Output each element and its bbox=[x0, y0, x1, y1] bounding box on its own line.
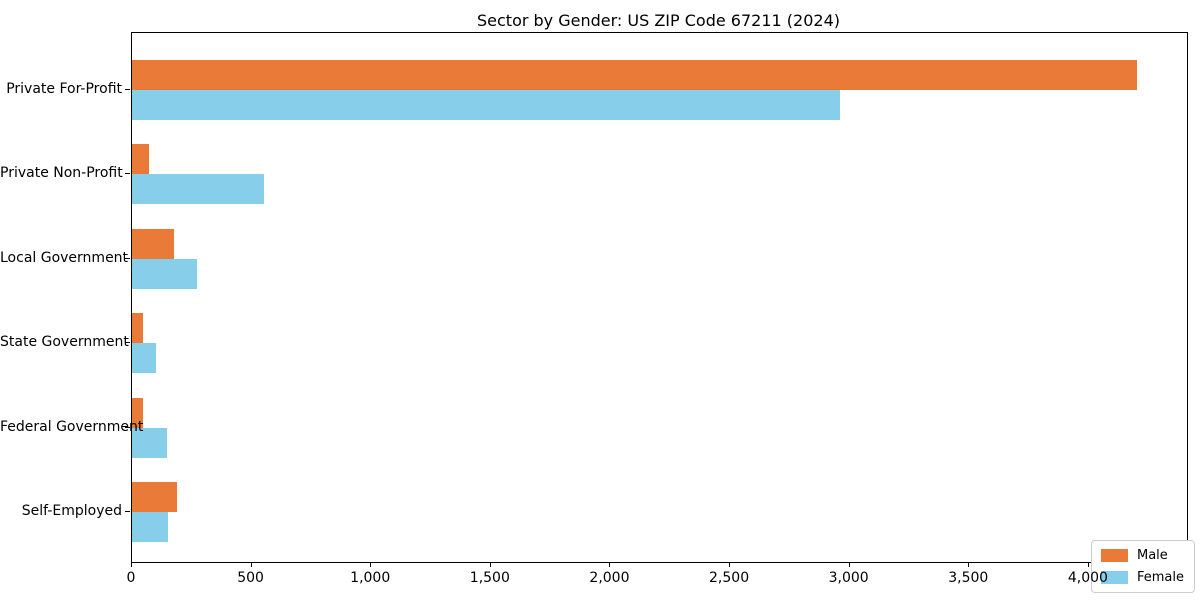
y-axis-tick bbox=[125, 173, 130, 174]
y-axis-label-private-non-profit: Private Non-Profit bbox=[0, 165, 123, 181]
y-axis-tick bbox=[125, 88, 130, 90]
legend-label-female: Female bbox=[1136, 570, 1184, 585]
x-axis-tick bbox=[489, 562, 491, 567]
bar-male-private-non-profit bbox=[132, 144, 149, 174]
y-axis-label-federal-government: Federal Government bbox=[0, 418, 144, 435]
y-axis-label-self-employed: Self-Employed bbox=[21, 503, 122, 519]
x-axis-tick bbox=[131, 562, 132, 567]
y-axis-tick bbox=[125, 342, 130, 343]
bar-female-self-employed bbox=[132, 512, 168, 542]
x-axis-tick bbox=[370, 562, 372, 567]
bar-female-state-government bbox=[132, 343, 156, 373]
x-axis-label-500: 500 bbox=[237, 570, 264, 586]
x-axis-tick bbox=[968, 562, 970, 567]
legend-swatch-female bbox=[1100, 571, 1128, 584]
bar-male-state-government bbox=[132, 313, 143, 343]
bar-female-federal-government bbox=[132, 427, 167, 458]
x-axis-tick bbox=[609, 562, 611, 567]
x-axis-label-3000: 3,000 bbox=[828, 570, 869, 586]
bar-male-self-employed bbox=[132, 482, 178, 512]
x-axis-tick bbox=[729, 562, 731, 567]
x-axis-label-0: 0 bbox=[126, 570, 136, 586]
legend-label-male: Male bbox=[1136, 548, 1168, 563]
y-axis-tick bbox=[125, 257, 130, 259]
x-axis-label-4000: 4,000 bbox=[1067, 570, 1108, 586]
legend: Male Female bbox=[1090, 540, 1195, 593]
legend-item-female: Female bbox=[1100, 570, 1184, 585]
y-axis-tick bbox=[125, 426, 130, 428]
bar-female-local-government bbox=[132, 258, 197, 289]
legend-item-male: Male bbox=[1100, 548, 1184, 563]
x-axis-tick bbox=[250, 562, 252, 567]
bar-male-local-government bbox=[132, 228, 174, 259]
bar-female-private-for-profit bbox=[132, 89, 841, 120]
x-axis-label-2500: 2,500 bbox=[709, 570, 750, 586]
y-axis-tick bbox=[125, 511, 130, 512]
legend-swatch-male bbox=[1100, 549, 1128, 562]
chart-title: Sector by Gender: US ZIP Code 67211 (202… bbox=[477, 11, 840, 30]
x-axis-label-1500: 1,500 bbox=[469, 570, 510, 586]
bar-female-private-non-profit bbox=[132, 174, 264, 204]
y-axis-label-state-government: State Government bbox=[0, 334, 129, 350]
bar-male-private-for-profit bbox=[132, 59, 1137, 90]
x-axis-label-3500: 3,500 bbox=[948, 570, 989, 586]
x-axis-tick bbox=[1087, 562, 1089, 567]
plot-area bbox=[131, 32, 1188, 563]
x-axis-tick bbox=[848, 562, 850, 567]
x-axis-label-1000: 1,000 bbox=[350, 570, 391, 586]
y-axis-label-private-for-profit: Private For-Profit bbox=[6, 80, 122, 97]
bar-male-federal-government bbox=[132, 397, 143, 428]
x-axis-label-2000: 2,000 bbox=[589, 570, 630, 586]
y-axis-label-local-government: Local Government bbox=[0, 249, 129, 266]
